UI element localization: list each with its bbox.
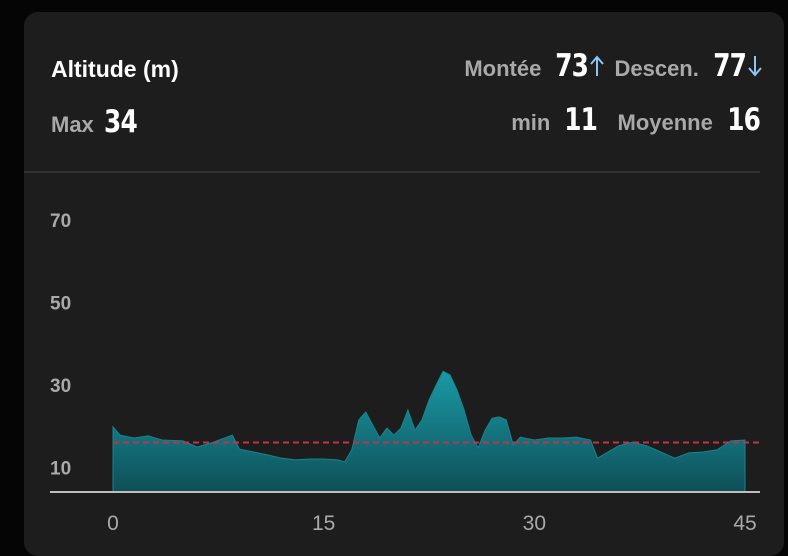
down-arrow [748,56,762,77]
stat-value: 73 [555,48,590,84]
altitude-area [112,370,746,493]
y-tick-label: 10 [50,458,71,479]
x-tick-label: 0 [107,512,119,535]
y-tick-label: 70 [50,211,71,232]
stat-value: 77 [713,48,747,84]
max-row: Max 34 [51,104,145,140]
stat-value: 34 [103,104,138,140]
x-tick-label: 30 [523,512,546,535]
stat-value: 11 [564,102,599,138]
stat-label: Moyenne [617,110,713,135]
chart-title: Altitude (m) [51,56,179,82]
stat-label: Descen. [614,56,699,81]
stat-label: Montée [464,56,542,81]
stat-label: Max [51,112,94,137]
up-arrow [590,55,605,76]
x-tick-label: 45 [733,512,756,535]
stat-label: min [511,110,551,135]
x-tick-label: 15 [312,512,335,535]
climb-row: Montée 73 Descen. 77 [464,48,762,84]
stat-value: 16 [727,102,761,138]
min-row: min 11 Moyenne 16 [511,102,761,138]
y-tick-label: 50 [50,293,71,314]
y-tick-label: 30 [50,376,71,397]
title-row: Altitude (m) [51,56,179,83]
